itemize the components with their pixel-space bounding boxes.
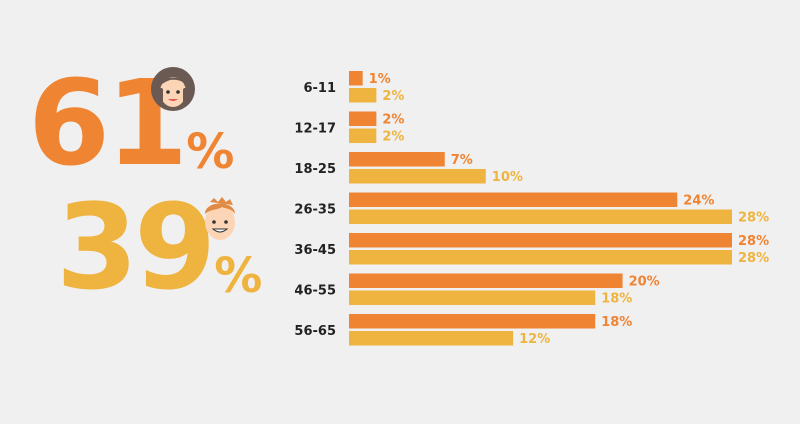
value-label-18-25-series-2: 10% xyxy=(492,170,523,185)
bar-36-45-series-2 xyxy=(349,250,732,265)
bar-12-17-series-2 xyxy=(349,128,377,143)
bar-18-25-series-1 xyxy=(349,152,445,167)
bar-46-55-series-2 xyxy=(349,290,596,305)
value-label-18-25-series-1: 7% xyxy=(451,153,473,168)
age-label-26-35: 26-35 xyxy=(294,202,336,217)
bar-6-11-series-1 xyxy=(349,71,363,86)
value-label-6-11-series-1: 1% xyxy=(369,72,391,87)
female-percentage-suffix: % xyxy=(186,124,235,180)
age-label-12-17: 12-17 xyxy=(294,121,336,136)
value-label-12-17-series-1: 2% xyxy=(382,113,404,128)
male-percentage: 39 % xyxy=(56,188,262,306)
value-label-12-17-series-2: 2% xyxy=(382,130,404,145)
value-label-6-11-series-2: 2% xyxy=(382,89,404,104)
value-label-26-35-series-2: 28% xyxy=(738,211,769,226)
age-label-46-55: 46-55 xyxy=(294,283,336,298)
value-label-56-65-series-2: 12% xyxy=(519,332,550,347)
age-label-6-11: 6-11 xyxy=(303,81,336,96)
bar-46-55-series-1 xyxy=(349,273,623,288)
value-label-56-65-series-1: 18% xyxy=(601,315,632,330)
male-percentage-value: 39 xyxy=(56,178,216,316)
woman-face-icon xyxy=(151,67,195,111)
age-label-56-65: 56-65 xyxy=(294,324,336,339)
age-label-18-25: 18-25 xyxy=(294,162,336,177)
value-label-46-55-series-2: 18% xyxy=(601,292,632,307)
bar-26-35-series-1 xyxy=(349,192,678,207)
man-face-icon xyxy=(205,197,235,240)
value-label-36-45-series-1: 28% xyxy=(738,234,769,249)
bar-18-25-series-2 xyxy=(349,169,486,184)
bar-6-11-series-2 xyxy=(349,88,377,103)
age-label-36-45: 36-45 xyxy=(294,243,336,258)
bar-12-17-series-1 xyxy=(349,111,377,126)
bar-36-45-series-1 xyxy=(349,233,732,248)
bar-56-65-series-1 xyxy=(349,314,596,329)
value-label-26-35-series-1: 24% xyxy=(683,194,714,209)
bar-26-35-series-2 xyxy=(349,209,732,224)
value-label-46-55-series-1: 20% xyxy=(629,275,660,290)
bar-56-65-series-2 xyxy=(349,331,514,346)
value-label-36-45-series-2: 28% xyxy=(738,251,769,266)
male-percentage-suffix: % xyxy=(214,248,263,304)
